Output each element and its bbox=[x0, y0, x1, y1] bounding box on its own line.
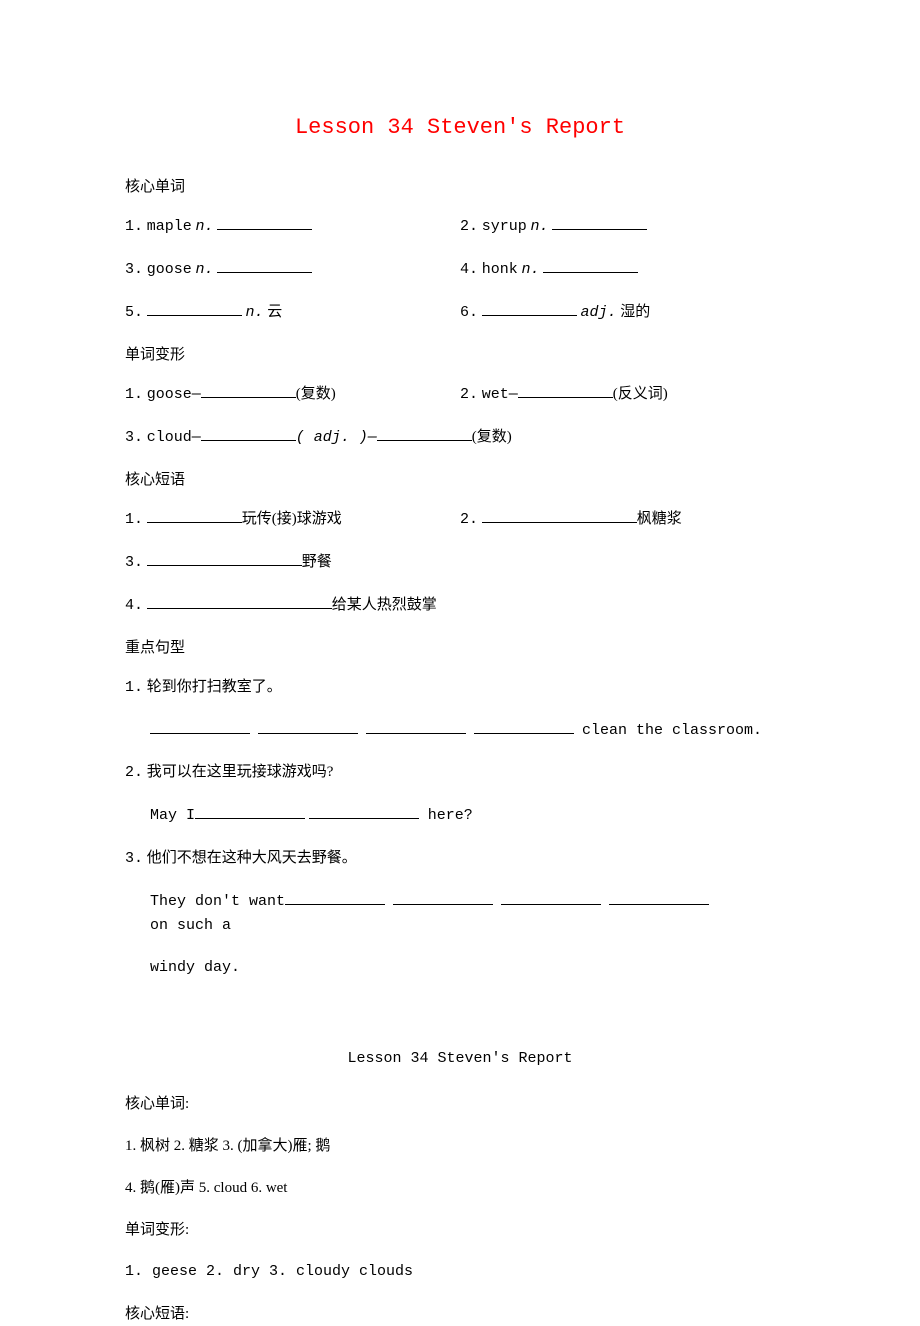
item-num: 1. bbox=[125, 511, 143, 528]
item-word: maple bbox=[147, 218, 192, 235]
phrase-row: 3. 野餐 bbox=[125, 550, 795, 575]
blank bbox=[258, 720, 358, 734]
item-word: honk bbox=[482, 261, 518, 278]
item-num: 6. bbox=[460, 304, 478, 321]
item-word: syrup bbox=[482, 218, 527, 235]
item-num: 3. bbox=[125, 261, 143, 278]
vocab-row: 3. goose n. 4. honk n. bbox=[125, 257, 795, 282]
answer-forms-header: 单词变形: bbox=[125, 1218, 795, 1242]
forms-header: 单词变形 bbox=[125, 343, 795, 364]
sentence-cn: 他们不想在这种大风天去野餐。 bbox=[147, 850, 357, 866]
item-cn: 给某人热烈鼓掌 bbox=[332, 597, 437, 613]
forms-row: 3. cloud— ( adj. )— (复数) bbox=[125, 425, 795, 450]
sentence-tail: here? bbox=[419, 807, 473, 824]
item-word: cloud— bbox=[147, 429, 201, 446]
item-pos: n. bbox=[196, 261, 214, 278]
blank bbox=[501, 891, 601, 905]
item-num: 5. bbox=[125, 304, 143, 321]
item-cn: 野餐 bbox=[302, 554, 332, 570]
item-num: 1. bbox=[125, 218, 143, 235]
blank bbox=[366, 720, 466, 734]
phrase-row: 1. 玩传(接)球游戏 2. 枫糖浆 bbox=[125, 507, 795, 532]
blank bbox=[309, 805, 419, 819]
item-pos: n. bbox=[196, 218, 214, 235]
sentence-item: 2. 我可以在这里玩接球游戏吗? bbox=[125, 760, 795, 785]
item-num: 4. bbox=[125, 597, 143, 614]
item-num: 2. bbox=[460, 386, 478, 403]
sentences-header: 重点句型 bbox=[125, 636, 795, 657]
sentence-cn: 我可以在这里玩接球游戏吗? bbox=[147, 764, 334, 780]
blank bbox=[147, 552, 302, 566]
item-num: 1. bbox=[125, 679, 143, 696]
note: (复数) bbox=[472, 429, 512, 445]
item-num: 2. bbox=[460, 218, 478, 235]
sentence-tail: on such a bbox=[150, 914, 231, 928]
blank bbox=[482, 302, 577, 316]
blank bbox=[482, 509, 637, 523]
vocab-header: 核心单词 bbox=[125, 175, 795, 196]
item-word: goose— bbox=[147, 386, 201, 403]
item-cn: 玩传(接)球游戏 bbox=[242, 511, 342, 527]
item-num: 3. bbox=[125, 429, 143, 446]
sentence-tail2: windy day. bbox=[125, 955, 795, 980]
item-cn: 枫糖浆 bbox=[637, 511, 682, 527]
blank bbox=[393, 891, 493, 905]
item-num: 3. bbox=[125, 554, 143, 571]
blank bbox=[552, 216, 647, 230]
blank bbox=[201, 427, 296, 441]
blank bbox=[147, 509, 242, 523]
vocab-row: 5. n. 云 6. adj. 湿的 bbox=[125, 300, 795, 325]
sentence-tail: clean the classroom. bbox=[582, 719, 762, 733]
answer-line: 4. 鹅(雁)声 5. cloud 6. wet bbox=[125, 1176, 795, 1200]
blank bbox=[217, 259, 312, 273]
blank bbox=[474, 720, 574, 734]
item-pos: adj. bbox=[581, 304, 617, 321]
blank bbox=[195, 805, 305, 819]
item-pos: n. bbox=[522, 261, 540, 278]
item-pos: n. bbox=[531, 218, 549, 235]
sentence-lead: They don't want bbox=[150, 890, 285, 904]
answer-line: 1. 枫树 2. 糖浆 3. (加拿大)雁; 鹅 bbox=[125, 1134, 795, 1158]
blank bbox=[150, 720, 250, 734]
blank bbox=[285, 891, 385, 905]
lesson-title: Lesson 34 Steven's Report bbox=[125, 115, 795, 140]
item-cn: 湿的 bbox=[620, 304, 650, 320]
item-num: 2. bbox=[125, 764, 143, 781]
sentence-blanks: May I here? bbox=[125, 803, 795, 828]
answer-phrases-header: 核心短语: bbox=[125, 1302, 795, 1326]
answer-vocab-header: 核心单词: bbox=[125, 1092, 795, 1116]
item-num: 3. bbox=[125, 850, 143, 867]
note: (复数) bbox=[296, 386, 336, 402]
answer-line: 1. geese 2. dry 3. cloudy clouds bbox=[125, 1260, 795, 1284]
item-num: 2. bbox=[460, 511, 478, 528]
phrase-row: 4. 给某人热烈鼓掌 bbox=[125, 593, 795, 618]
note: (反义词) bbox=[613, 386, 668, 402]
sentence-item: 1. 轮到你打扫教室了。 bbox=[125, 675, 795, 700]
blank bbox=[147, 595, 332, 609]
item-cn: 云 bbox=[267, 304, 282, 320]
sentence-lead: May I bbox=[150, 807, 195, 824]
blank bbox=[377, 427, 472, 441]
mid: ( adj. )— bbox=[296, 429, 377, 446]
blank bbox=[217, 216, 312, 230]
item-pos: n. bbox=[246, 304, 264, 321]
sentence-tail2-text: windy day. bbox=[150, 959, 240, 976]
blank bbox=[609, 891, 709, 905]
blank bbox=[147, 302, 242, 316]
sentence-blanks: clean the classroom. bbox=[125, 718, 795, 742]
blank bbox=[201, 384, 296, 398]
vocab-row: 1. maple n. 2. syrup n. bbox=[125, 214, 795, 239]
blank bbox=[543, 259, 638, 273]
forms-row: 1. goose— (复数) 2. wet— (反义词) bbox=[125, 382, 795, 407]
item-num: 4. bbox=[460, 261, 478, 278]
sentence-item: 3. 他们不想在这种大风天去野餐。 bbox=[125, 846, 795, 871]
sentence-blanks: They don't want on such a bbox=[125, 889, 795, 937]
item-word: wet— bbox=[482, 386, 518, 403]
item-word: goose bbox=[147, 261, 192, 278]
item-num: 1. bbox=[125, 386, 143, 403]
phrases-header: 核心短语 bbox=[125, 468, 795, 489]
answers-title: Lesson 34 Steven's Report bbox=[125, 1050, 795, 1067]
blank bbox=[518, 384, 613, 398]
sentence-cn: 轮到你打扫教室了。 bbox=[147, 679, 282, 695]
